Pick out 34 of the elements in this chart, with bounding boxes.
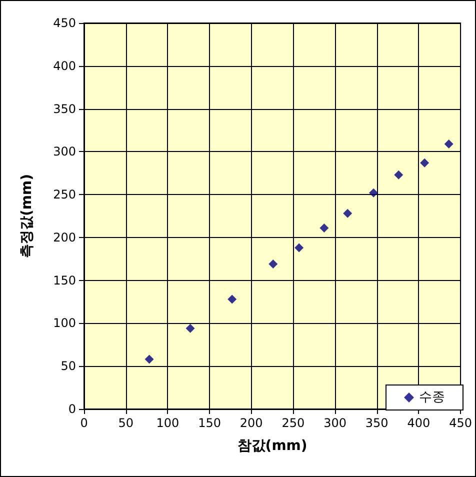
y-tick-label: 350 (53, 102, 76, 116)
y-tick-label: 250 (53, 188, 76, 202)
y-tick-label: 450 (53, 16, 76, 30)
y-tick-label: 300 (53, 144, 76, 159)
point (444, 139, 454, 148)
x-tick-label: 150 (198, 416, 221, 430)
x-tick-label: 350 (365, 416, 388, 430)
x-tick-label: 100 (156, 416, 180, 430)
point (268, 260, 278, 269)
y-tick-label: 200 (53, 230, 76, 244)
y-axis-title: 측정값(mm) (19, 174, 35, 258)
x-tick-label: 50 (118, 416, 134, 430)
x-tick-label: 450 (449, 416, 472, 430)
x-tick-label: 400 (407, 416, 430, 430)
point (420, 158, 430, 168)
point (144, 354, 154, 364)
x-tick-label: 250 (282, 416, 305, 430)
point (343, 208, 352, 218)
point (186, 324, 195, 333)
y-tick-label: 50 (60, 359, 76, 374)
y-tick-label: 400 (53, 58, 76, 73)
x-tick-label: 300 (324, 416, 346, 430)
point (228, 294, 237, 304)
y-tick-label: 150 (53, 273, 76, 288)
point (294, 243, 304, 252)
x-tick-label: 0 (80, 416, 88, 430)
y-tick-label: 100 (53, 316, 76, 330)
point (369, 188, 378, 198)
x-axis-title: 참값(mm) (237, 438, 308, 454)
x-tick-label: 200 (240, 416, 263, 430)
point (394, 170, 404, 180)
legend-label: 수종 (419, 390, 445, 405)
y-tick-label: 0 (68, 402, 76, 416)
point (320, 224, 329, 233)
